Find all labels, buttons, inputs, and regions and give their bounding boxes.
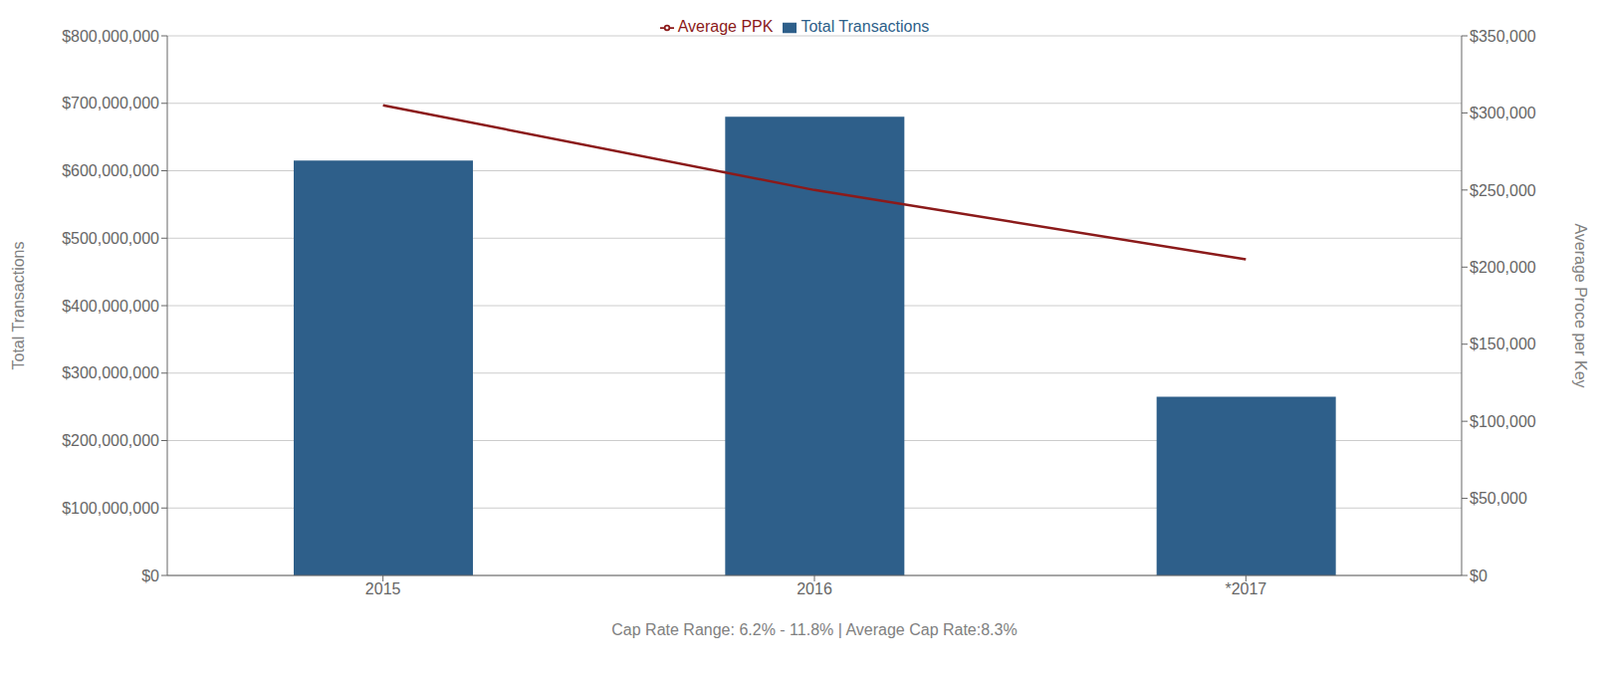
svg-text:$700,000,000: $700,000,000 xyxy=(61,94,160,112)
svg-text:2016: 2016 xyxy=(796,580,833,598)
svg-text:$0: $0 xyxy=(1469,567,1488,585)
svg-text:$0: $0 xyxy=(141,567,160,585)
svg-text:$350,000: $350,000 xyxy=(1469,27,1537,45)
svg-text:Total Transactions: Total Transactions xyxy=(9,241,27,371)
html-text:Total Transactions: Total Transactions xyxy=(800,17,930,35)
svg-text:$150,000: $150,000 xyxy=(1469,335,1537,353)
svg-text:$300,000: $300,000 xyxy=(1469,104,1537,122)
svg-text:$800,000,000: $800,000,000 xyxy=(61,27,160,45)
svg-text:$50,000: $50,000 xyxy=(1469,489,1528,507)
svg-text:$500,000,000: $500,000,000 xyxy=(61,229,160,247)
svg-text:$250,000: $250,000 xyxy=(1469,182,1537,200)
svg-text:Cap Rate Range: 6.2% - 11.8% |: Cap Rate Range: 6.2% - 11.8% | Average C… xyxy=(611,621,1017,639)
svg-text:$100,000,000: $100,000,000 xyxy=(61,499,160,517)
svg-text:Average Proce per Key: Average Proce per Key xyxy=(1572,223,1590,388)
svg-text:$200,000,000: $200,000,000 xyxy=(61,432,160,450)
svg-text:$400,000,000: $400,000,000 xyxy=(61,297,160,315)
svg-text:$600,000,000: $600,000,000 xyxy=(61,162,160,180)
svg-text:$300,000,000: $300,000,000 xyxy=(61,364,160,382)
svg-text:*2017: *2017 xyxy=(1224,580,1267,598)
svg-text:$200,000: $200,000 xyxy=(1469,258,1537,276)
html-text:Average PPK: Average PPK xyxy=(677,17,774,35)
svg-text:2015: 2015 xyxy=(365,580,402,598)
svg-text:$100,000: $100,000 xyxy=(1469,413,1537,431)
